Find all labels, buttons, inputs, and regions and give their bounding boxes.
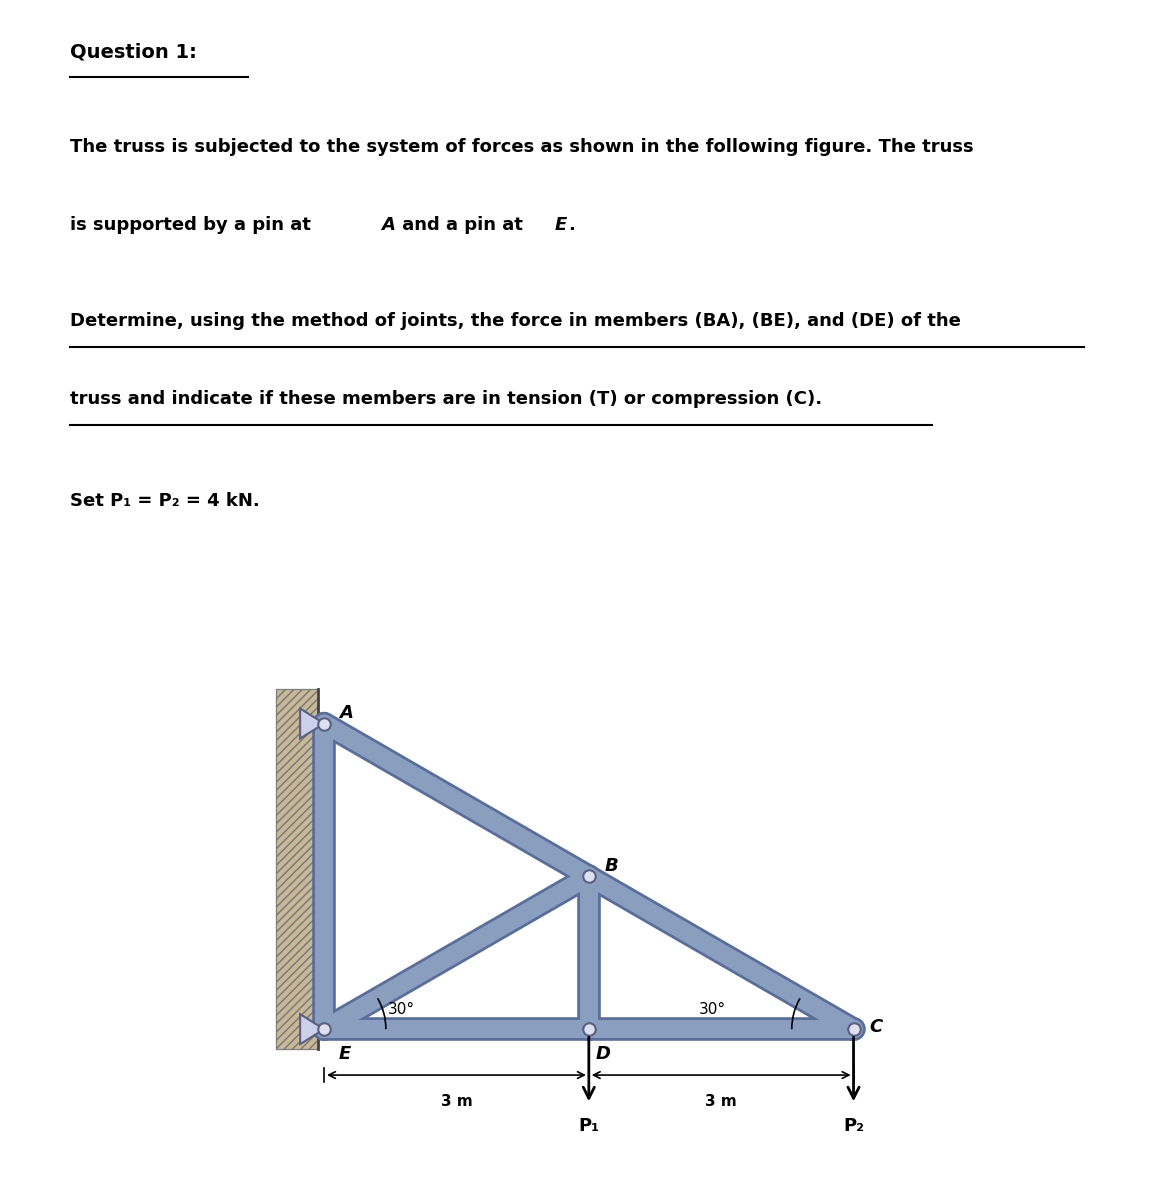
Text: P₂: P₂ <box>843 1117 864 1135</box>
Polygon shape <box>300 1014 325 1044</box>
Text: 30°: 30° <box>388 1002 415 1016</box>
Bar <box>275 690 318 1049</box>
Text: P₁: P₁ <box>578 1117 599 1135</box>
Text: .: . <box>568 216 575 234</box>
Text: truss and indicate if these members are in tension (T) or compression (C).: truss and indicate if these members are … <box>70 390 823 408</box>
Text: 3 m: 3 m <box>441 1094 472 1110</box>
Text: A: A <box>339 704 353 722</box>
Bar <box>275 690 318 1049</box>
Text: Determine, using the method of joints, the force in members (BA), (BE), and (DE): Determine, using the method of joints, t… <box>70 312 961 330</box>
Text: Set P₁ = P₂ = 4 kN.: Set P₁ = P₂ = 4 kN. <box>70 492 260 510</box>
Text: The truss is subjected to the system of forces as shown in the following figure.: The truss is subjected to the system of … <box>70 138 974 156</box>
Text: D: D <box>595 1045 611 1063</box>
Text: 30°: 30° <box>700 1002 727 1016</box>
Text: B: B <box>605 857 619 875</box>
Text: 3 m: 3 m <box>706 1094 737 1110</box>
Text: is supported by a pin at: is supported by a pin at <box>70 216 318 234</box>
Text: Question 1:: Question 1: <box>70 42 197 61</box>
Text: E: E <box>554 216 566 234</box>
Text: A: A <box>381 216 395 234</box>
Text: C: C <box>870 1019 883 1037</box>
Polygon shape <box>300 708 325 738</box>
Text: and a pin at: and a pin at <box>396 216 530 234</box>
Text: E: E <box>339 1045 352 1063</box>
